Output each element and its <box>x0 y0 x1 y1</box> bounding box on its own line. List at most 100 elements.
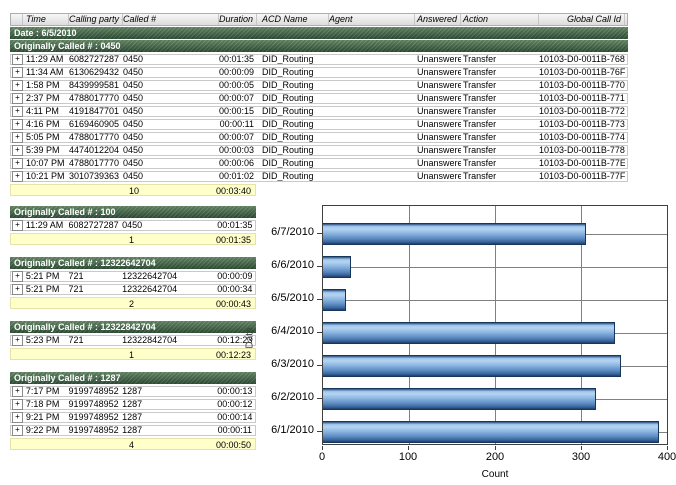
expand-cell: + <box>11 284 23 295</box>
table-row: +7:17 PM 9199748952 1287 00:00:13 <box>10 386 256 397</box>
chart-bar <box>323 421 659 443</box>
calling-party-cell: 6130629432 <box>69 68 120 77</box>
duration-cell: 00:01:02 <box>219 172 255 181</box>
time-cell: 9:21 PM <box>25 413 60 422</box>
group-summary-row: 4 00:00:50 <box>10 438 256 450</box>
action-cell: Transfer <box>463 146 497 155</box>
calling-party-cell: 6082727287 <box>69 55 120 64</box>
expand-icon[interactable]: + <box>12 54 23 65</box>
chart-bar <box>323 322 615 344</box>
expand-icon[interactable]: + <box>12 132 23 143</box>
answered-cell: Unanswered <box>417 107 461 116</box>
time-cell: 11:29 AM <box>25 221 64 230</box>
calling-party-cell: 9199748952 <box>68 400 119 409</box>
y-axis-tick <box>317 266 322 267</box>
answered-cell: Unanswered <box>417 120 461 129</box>
duration-cell: 00:12:23 <box>217 336 253 345</box>
expand-icon[interactable]: + <box>12 220 23 231</box>
x-axis-tick-label: 0 <box>318 451 326 463</box>
column-header-calling-party-: Calling party # <box>69 14 123 25</box>
expand-icon[interactable]: + <box>12 93 23 104</box>
x-axis-tick <box>495 446 496 450</box>
acd-name-cell: DID_Routing <box>262 81 314 90</box>
called-number-cell: 1287 <box>122 426 143 435</box>
expand-icon[interactable]: + <box>12 171 23 182</box>
chart-category-label: 6/5/2010 <box>271 292 314 304</box>
duration-cell: 00:00:07 <box>219 133 255 142</box>
table-row: +5:23 PM 721 12322842704 00:12:23 <box>10 335 256 346</box>
expand-cell: + <box>11 80 23 91</box>
column-header-acd-name: ACD Name <box>257 14 329 25</box>
duration-cell: 00:00:05 <box>219 81 255 90</box>
column-header-time: Time <box>23 14 69 25</box>
expand-icon[interactable]: + <box>12 106 23 117</box>
duration-cell: 00:00:06 <box>219 159 255 168</box>
expand-icon[interactable]: + <box>12 335 23 346</box>
global-call-id-cell: 10103-D0-0011B-772 <box>539 107 625 116</box>
call-report-table: Time Calling party # Called # Duration ACD N… <box>10 13 628 196</box>
global-call-id-cell: 10103-D0-0011B-773 <box>539 120 625 129</box>
expand-icon[interactable]: + <box>12 80 23 91</box>
table-row: +5:39 PM 4474012204 0450 00:00:03 DID_Routin… <box>10 145 628 156</box>
time-cell: 4:11 PM <box>26 107 59 116</box>
expand-icon[interactable]: + <box>12 158 23 169</box>
answered-cell: Unanswered <box>417 68 461 77</box>
calling-party-cell: 9199748952 <box>68 387 119 396</box>
acd-name-cell: DID_Routing <box>262 120 314 129</box>
duration-cell: 00:00:11 <box>217 426 252 435</box>
group-summary-row: 1 00:01:35 <box>10 233 256 245</box>
table-row: +10:07 PM 4788017770 0450 00:00:06 DID_Routi… <box>10 158 628 169</box>
expand-cell: + <box>11 119 23 130</box>
originally-called-group: Originally Called # : 100 +11:29 AM 608272… <box>10 206 256 245</box>
calls-by-date-chart-plot <box>322 205 668 445</box>
expand-cell: + <box>11 54 23 65</box>
calling-party-cell: 721 <box>68 285 84 294</box>
action-cell: Transfer <box>463 133 497 142</box>
expand-icon[interactable]: + <box>12 386 23 397</box>
expand-cell: + <box>11 171 23 182</box>
summary-total-duration: 00:12:23 <box>215 350 251 360</box>
called-number-cell: 12322642704 <box>122 272 178 281</box>
expand-icon[interactable]: + <box>12 412 23 423</box>
expand-cell: + <box>11 93 23 104</box>
expand-icon[interactable]: + <box>12 119 23 130</box>
calling-party-cell: 3010739363 <box>69 172 120 181</box>
chart-category-label: 6/6/2010 <box>271 259 314 271</box>
table-row: +9:21 PM 9199748952 1287 00:00:14 <box>10 412 256 423</box>
group-summary-row: 10 00:03:40 <box>10 184 256 196</box>
expand-icon[interactable]: + <box>12 67 23 78</box>
acd-name-cell: DID_Routing <box>262 133 314 142</box>
y-axis-tick <box>317 332 322 333</box>
acd-name-cell: DID_Routing <box>262 55 314 64</box>
acd-name-cell: DID_Routing <box>262 146 314 155</box>
time-cell: 5:23 PM <box>25 336 60 345</box>
action-cell: Transfer <box>463 107 497 116</box>
duration-cell: 00:00:34 <box>217 285 253 294</box>
date-group-banner: Date : 6/5/2010 <box>10 27 628 39</box>
x-axis-tick-label: 200 <box>485 451 505 463</box>
duration-cell: 00:01:35 <box>219 55 255 64</box>
calling-party-cell: 721 <box>68 336 84 345</box>
column-header-agent: Agent <box>329 14 415 25</box>
duration-cell: 00:00:15 <box>219 107 255 116</box>
answered-cell: Unanswered <box>417 133 461 142</box>
chart-category-label: 6/7/2010 <box>271 226 314 238</box>
calling-party-cell: 6082727287 <box>68 221 119 230</box>
global-call-id-cell: 10103-D0-0011B-778 <box>539 146 625 155</box>
expand-icon[interactable]: + <box>12 145 23 156</box>
expand-icon[interactable]: + <box>12 399 23 410</box>
called-number-cell: 0450 <box>123 81 144 90</box>
duration-cell: 00:00:09 <box>219 68 255 77</box>
expand-icon[interactable]: + <box>12 284 23 295</box>
chart-bar <box>323 355 621 377</box>
gridline-horizontal <box>323 300 667 301</box>
chart-bar <box>323 289 346 311</box>
y-axis-tick <box>317 233 322 234</box>
duration-cell: 00:00:03 <box>219 146 255 155</box>
x-axis-tick <box>581 446 582 450</box>
calling-party-cell: 4191847701 <box>69 107 120 116</box>
global-call-id-cell: 10103-D0-0011B-76F <box>539 68 625 77</box>
expand-icon[interactable]: + <box>12 425 23 436</box>
expand-icon[interactable]: + <box>12 271 23 282</box>
calling-party-cell: 6169460905 <box>69 120 120 129</box>
